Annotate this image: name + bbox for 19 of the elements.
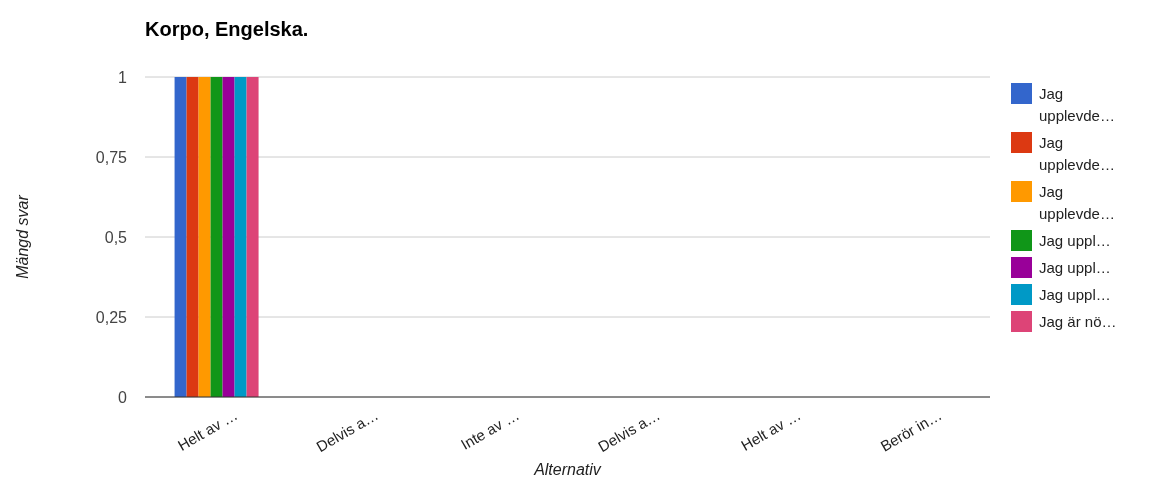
x-tick-label: Inte av … xyxy=(457,406,522,453)
y-axis-title: Mängd svar xyxy=(13,194,31,279)
legend-label: Jag är nö… xyxy=(1039,312,1118,332)
y-tick-label: 0,75 xyxy=(95,148,128,166)
legend-label: Jag upplevde… xyxy=(1039,84,1116,126)
y-tick-label: 0,5 xyxy=(104,228,128,246)
y-tick-label: 0 xyxy=(118,388,128,406)
legend-label: Jag uppl… xyxy=(1039,285,1112,305)
x-tick-label: Helt av … xyxy=(738,406,804,454)
y-tick-label: 0,25 xyxy=(95,308,128,326)
legend-label: Jag upplevde… xyxy=(1039,133,1116,175)
legend-label: Jag uppl… xyxy=(1039,258,1112,278)
legend-label: Jag uppl… xyxy=(1039,231,1112,251)
x-axis-title: Alternativ xyxy=(533,461,602,478)
legend-label: Jag upplevde… xyxy=(1039,182,1116,224)
x-tick-label: Berör in… xyxy=(877,406,945,455)
chart-title: Korpo, Engelska. xyxy=(145,18,309,41)
y-tick-label: 1 xyxy=(118,68,128,86)
x-tick-label: Helt av … xyxy=(174,406,241,454)
